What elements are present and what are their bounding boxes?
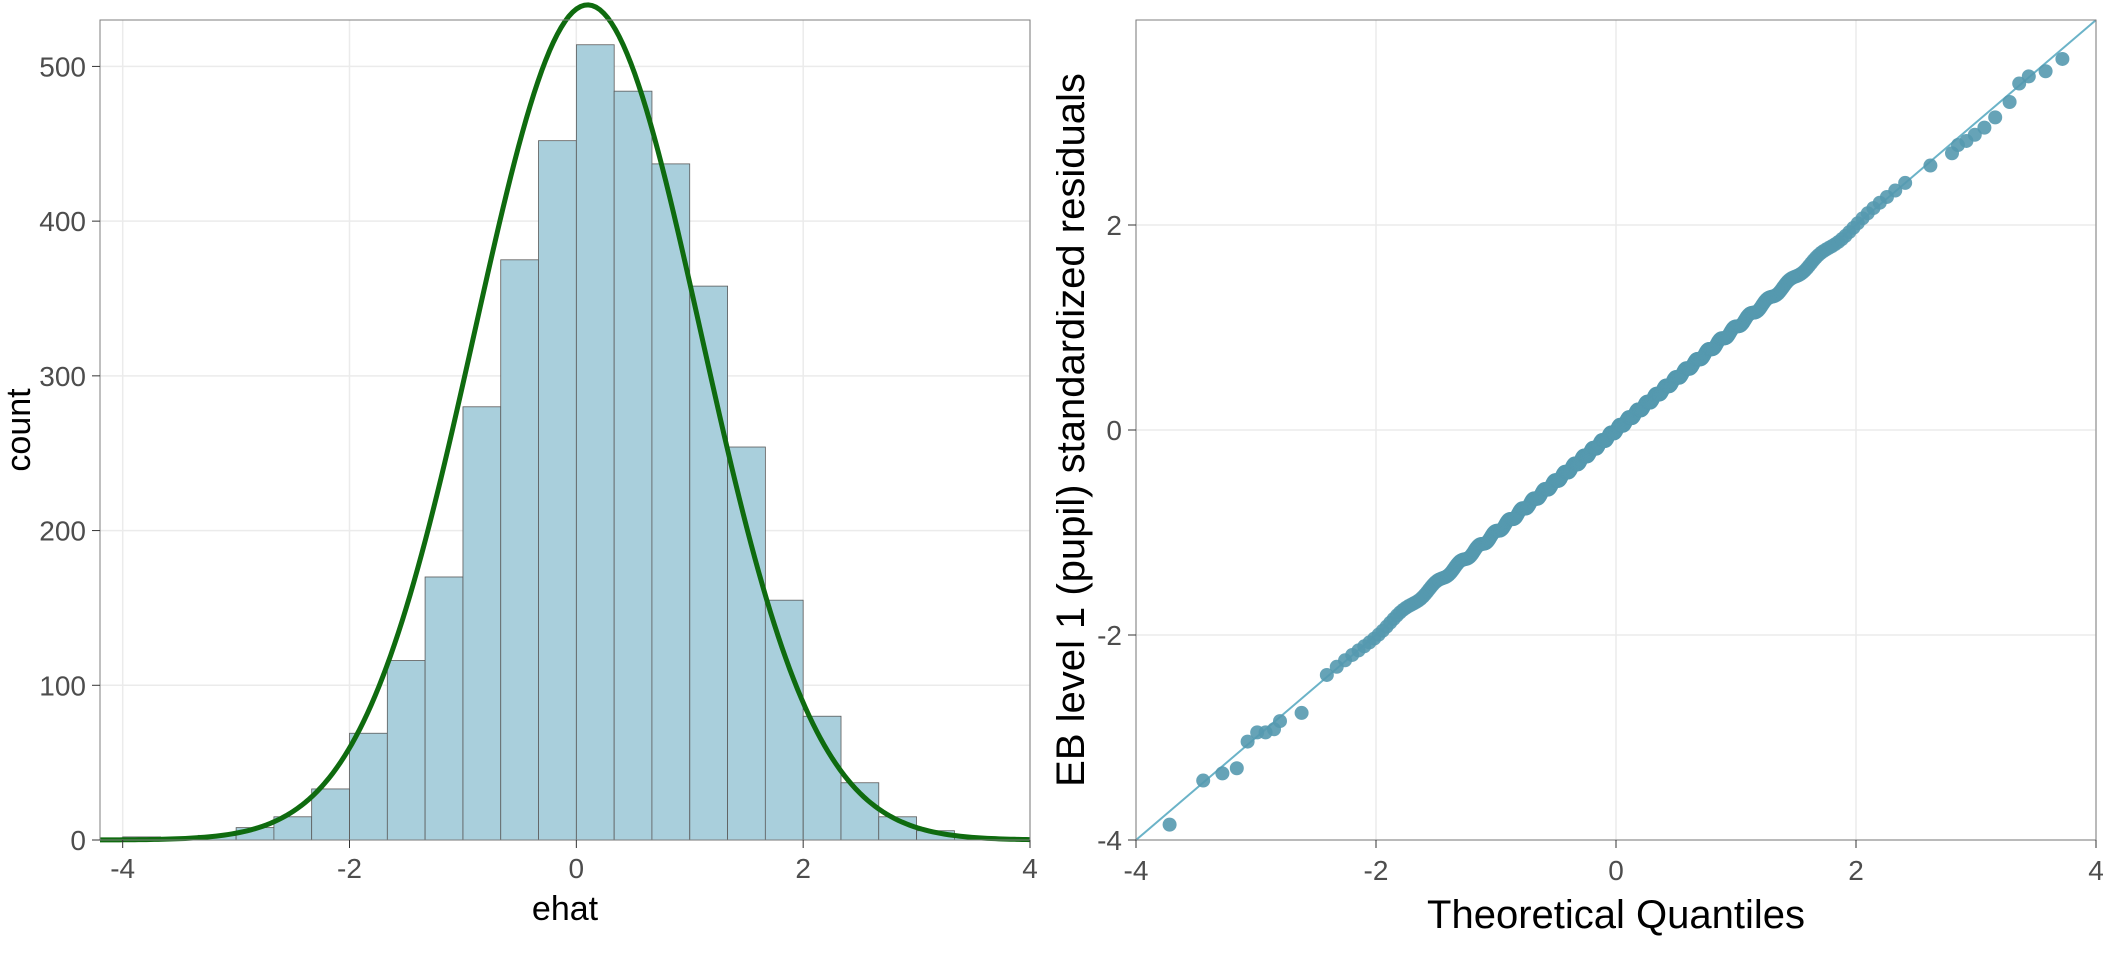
qqplot-panel: -4 -2 0 2 4 -4 -2 0 2 Theoretical Quantiles EB lev… [1056,0,2112,960]
x-tick-label: -2 [337,853,362,884]
qqplot-svg: -4 -2 0 2 4 -4 -2 0 2 Theoretical Quantiles EB lev… [1056,0,2112,960]
qq-point [1898,176,1912,190]
qq-point [2055,52,2069,66]
chart-pair: -4 -2 0 2 4 0 100 200 300 400 500 ehat count -4 -2 0 2 4… [0,0,2112,960]
y-tick-label: 300 [39,361,86,392]
qq-point [1215,766,1229,780]
qq-point [1923,159,1937,173]
x-tick-label: 0 [1608,855,1624,886]
y-axis-label: EB level 1 (pupil) standardized residual… [1056,73,1093,787]
qq-point [1977,121,1991,135]
x-tick-label: -2 [1364,855,1389,886]
histogram-bar [614,91,652,840]
histogram-bar [576,45,614,840]
x-tick-label: 2 [795,853,811,884]
histogram-bar [501,260,539,840]
qq-point [1295,706,1309,720]
x-tick-label: 4 [1022,853,1038,884]
qq-point [1163,818,1177,832]
y-axis-label: count [0,388,38,472]
y-tick-label: 400 [39,206,86,237]
x-tick-label: -4 [1124,855,1149,886]
y-tick-label: 2 [1106,210,1122,241]
qq-point [2039,64,2053,78]
histogram-bar [463,407,501,840]
y-tick-label: 0 [1106,415,1122,446]
qq-point [2022,69,2036,83]
qq-point [2003,95,2017,109]
y-tick-label: 0 [70,825,86,856]
qq-point [1988,110,2002,124]
x-tick-label: 4 [2088,855,2104,886]
x-tick-label: 2 [1848,855,1864,886]
y-tick-label: 100 [39,670,86,701]
x-axis-label: Theoretical Quantiles [1427,893,1805,937]
x-tick-label: -4 [110,853,135,884]
histogram-bar [387,661,425,840]
y-tick-label: -2 [1097,620,1122,651]
histogram-bar [350,733,388,840]
histogram-bar [425,577,463,840]
y-tick-label: 200 [39,516,86,547]
histogram-panel: -4 -2 0 2 4 0 100 200 300 400 500 ehat count [0,0,1056,960]
qq-point [1273,714,1287,728]
histogram-bar [538,141,576,840]
y-tick-label: -4 [1097,825,1122,856]
histogram-bar [728,447,766,840]
x-axis-label: ehat [532,890,599,928]
histogram-svg: -4 -2 0 2 4 0 100 200 300 400 500 ehat count [0,0,1056,960]
histogram-bar [803,716,841,840]
qq-point [1196,774,1210,788]
histogram-bar [765,600,803,840]
histogram-bar [312,789,350,840]
x-tick-label: 0 [569,853,585,884]
y-tick-label: 500 [39,51,86,82]
qq-point [1230,761,1244,775]
